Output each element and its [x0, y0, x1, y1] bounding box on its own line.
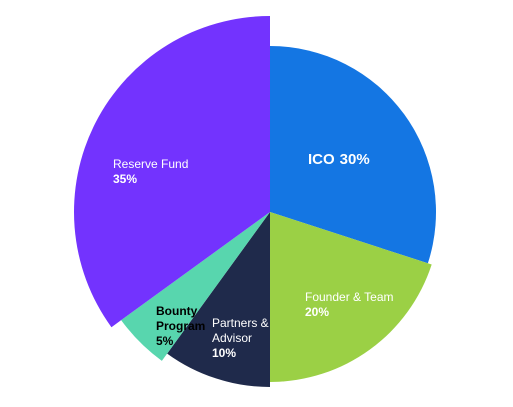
slice-label: Founder & Team 20% [305, 290, 415, 320]
category-label: Founder & Team [305, 290, 394, 304]
slice-label: ICO 30% [308, 151, 408, 169]
category-label: ICO [308, 151, 335, 168]
slice-label: Reserve Fund 35% [113, 157, 203, 187]
value-label: 10% [212, 346, 237, 360]
value-label: 30% [339, 151, 370, 168]
category-label: Bounty Program [156, 304, 206, 333]
category-label: Partners & Advisor [212, 316, 269, 345]
pie-slice [270, 46, 436, 264]
value-label: 35% [113, 172, 138, 186]
slice-label: Partners & Advisor 10% [212, 316, 272, 361]
value-label: 20% [305, 305, 330, 319]
value-label: 5% [156, 334, 174, 348]
pie-slice [270, 212, 432, 382]
pie-slice [167, 212, 270, 387]
pie-slice [121, 212, 271, 361]
slice-label: Bounty Program 5% [156, 304, 206, 349]
pie-slice [74, 16, 271, 328]
category-label: Reserve Fund [113, 157, 189, 171]
